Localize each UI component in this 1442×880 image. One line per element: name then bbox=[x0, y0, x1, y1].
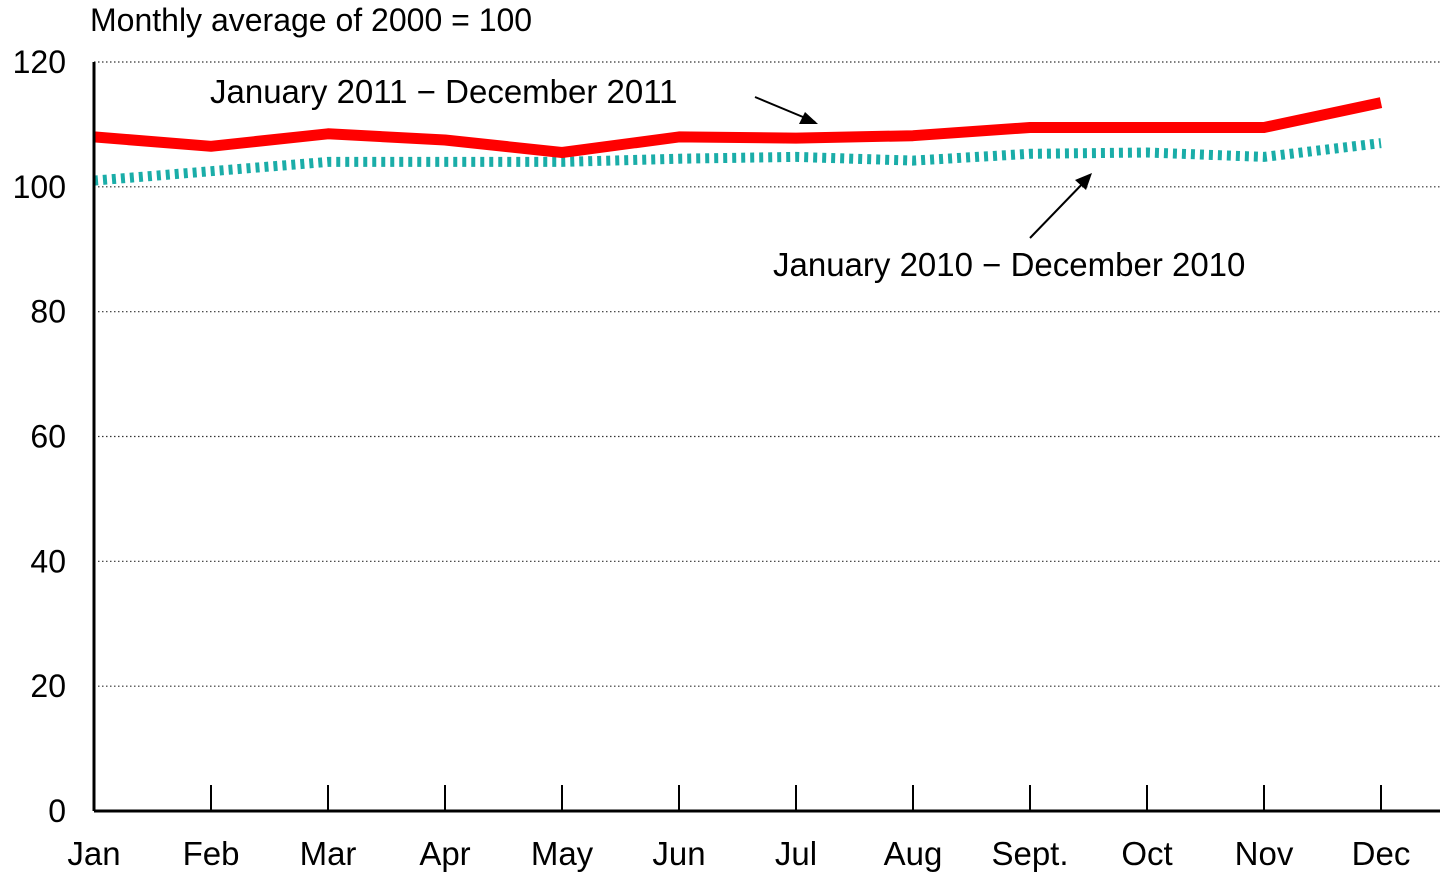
x-tick-label: Apr bbox=[419, 835, 470, 872]
series-2010-line bbox=[93, 138, 1382, 186]
axes bbox=[92, 62, 1440, 813]
x-tick-label: Dec bbox=[1352, 835, 1411, 872]
series-2011-arrowhead bbox=[799, 112, 818, 124]
y-tick-label: 100 bbox=[13, 169, 66, 205]
y-tick-label: 20 bbox=[30, 668, 66, 704]
x-tick-label: Jul bbox=[775, 835, 817, 872]
y-tick-label: 120 bbox=[13, 44, 66, 80]
y-tick-label: 80 bbox=[30, 294, 66, 330]
x-tick-label: Nov bbox=[1235, 835, 1294, 872]
series-2011-label: January 2011 − December 2011 bbox=[210, 73, 678, 110]
x-tick-label: Sept. bbox=[991, 835, 1068, 872]
series-2010-arrowhead bbox=[1075, 173, 1092, 190]
x-ticks bbox=[93, 785, 1382, 811]
x-tick-label: Oct bbox=[1121, 835, 1172, 872]
x-tick-label: Mar bbox=[300, 835, 357, 872]
y-tick-label: 0 bbox=[48, 793, 66, 829]
chart-title: Monthly average of 2000 = 100 bbox=[90, 2, 532, 38]
x-tick-label: Aug bbox=[884, 835, 943, 872]
series-2010-label: January 2010 − December 2010 bbox=[773, 246, 1245, 283]
series-lines bbox=[93, 97, 1383, 186]
series-2011-line bbox=[93, 97, 1383, 158]
x-tick-label: Jun bbox=[652, 835, 705, 872]
y-tick-labels: 0 20 40 60 80 100 120 bbox=[13, 44, 66, 829]
gridlines bbox=[94, 61, 1440, 687]
series-2010-arrow bbox=[1029, 177, 1089, 239]
x-tick-labels: Jan Feb Mar Apr May Jun Jul Aug Sept. Oct Nov Dec bbox=[67, 835, 1410, 872]
y-tick-label: 40 bbox=[30, 543, 66, 579]
x-tick-label: Jan bbox=[67, 835, 120, 872]
x-tick-label: May bbox=[531, 835, 594, 872]
y-tick-label: 60 bbox=[30, 419, 66, 455]
x-tick-label: Feb bbox=[183, 835, 240, 872]
